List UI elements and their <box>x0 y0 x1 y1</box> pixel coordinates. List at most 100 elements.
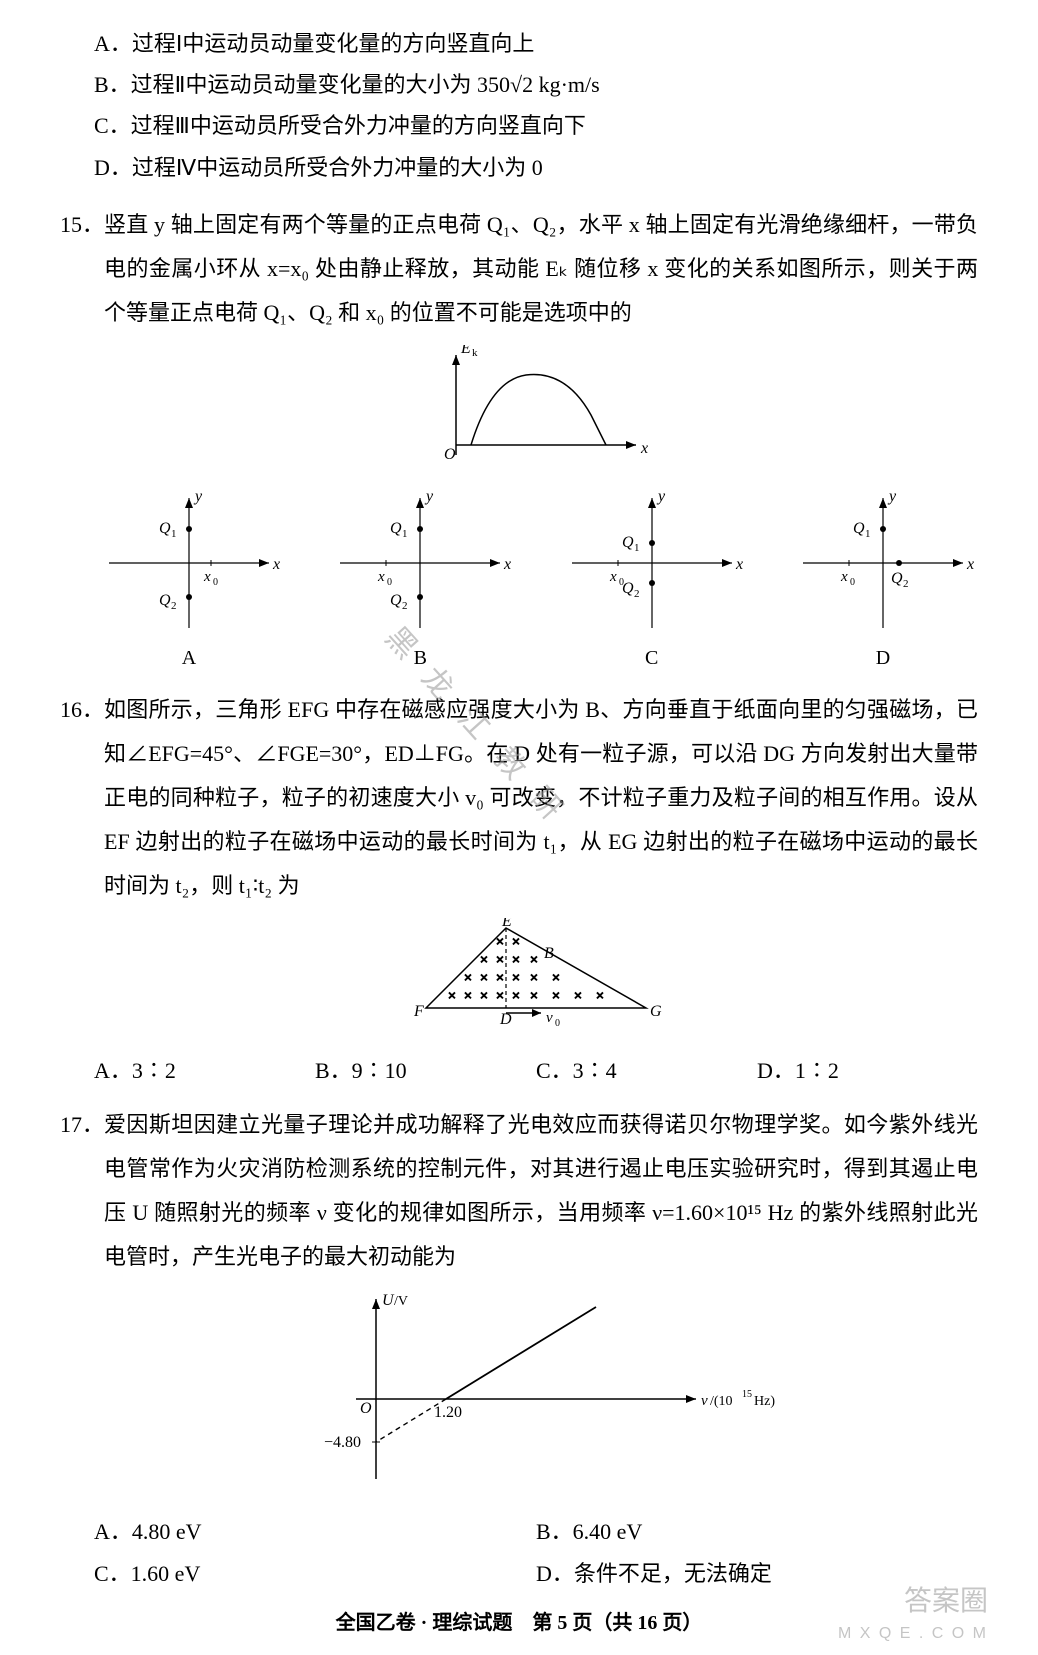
svg-text:Q: Q <box>390 520 402 537</box>
q15: 15． 竖直 y 轴上固定有两个等量的正点电荷 Q₁、Q₂，水平 x 轴上固定有… <box>60 203 978 335</box>
q17: 17． 爱因斯坦因建立光量子理论并成功解释了光电效应而获得诺贝尔物理学奖。如今紫… <box>60 1103 978 1279</box>
q16-num: 16． <box>60 688 104 908</box>
svg-text:x: x <box>203 569 211 585</box>
svg-text:×: × <box>552 989 560 1004</box>
svg-text:×: × <box>596 989 604 1004</box>
q15-opt-a-label: A <box>94 647 284 670</box>
svg-text:x: x <box>377 569 385 585</box>
svg-text:×: × <box>496 935 504 950</box>
q15-opt-d-label: D <box>788 647 978 670</box>
svg-text:D: D <box>499 1011 512 1028</box>
q17-num: 17． <box>60 1103 104 1279</box>
svg-text:Q: Q <box>891 570 903 587</box>
q17-opt-b: B．6.40 eV <box>536 1514 978 1546</box>
svg-text:E: E <box>501 918 512 930</box>
q16-opt-d: D．1∶2 <box>757 1053 978 1085</box>
svg-text:/(10: /(10 <box>710 1394 733 1409</box>
q15-x-label: x <box>640 440 648 457</box>
svg-text:×: × <box>496 953 504 968</box>
svg-text:x: x <box>735 556 743 573</box>
q15-opt-c-label: C <box>557 647 747 670</box>
svg-text:0: 0 <box>619 577 624 588</box>
svg-text:y: y <box>193 488 203 505</box>
svg-text:x: x <box>966 556 974 573</box>
svg-text:/V: /V <box>394 1294 408 1309</box>
svg-text:ν: ν <box>701 1393 708 1409</box>
svg-text:×: × <box>480 971 488 986</box>
q16-opt-a: A．3∶2 <box>94 1053 315 1085</box>
svg-text:F: F <box>413 1003 424 1020</box>
q17-options-row1: A．4.80 eV B．6.40 eV <box>94 1514 978 1546</box>
q16-text: 如图所示，三角形 EFG 中存在磁感应强度大小为 B、方向垂直于纸面向里的匀强磁… <box>104 688 978 908</box>
svg-text:2: 2 <box>903 578 909 590</box>
q17-options-row2: C．1.60 eV D．条件不足，无法确定 <box>94 1556 978 1588</box>
svg-text:×: × <box>530 989 538 1004</box>
svg-text:×: × <box>512 971 520 986</box>
q17-opt-a: A．4.80 eV <box>94 1514 536 1546</box>
svg-text:Q: Q <box>390 592 402 609</box>
q16-figure: 黑龙江教研 ×× ×××× ×××××× ××××××××× <box>94 918 978 1043</box>
svg-text:0: 0 <box>555 1018 560 1029</box>
svg-text:×: × <box>530 953 538 968</box>
svg-text:0: 0 <box>387 577 392 588</box>
svg-text:1: 1 <box>171 528 177 540</box>
svg-text:y: y <box>424 488 434 505</box>
watermark-1: 答案圈 <box>904 1579 988 1619</box>
svg-text:Hz): Hz) <box>754 1394 775 1409</box>
svg-text:×: × <box>512 989 520 1004</box>
svg-text:×: × <box>496 989 504 1004</box>
svg-text:x: x <box>609 569 617 585</box>
svg-text:×: × <box>530 971 538 986</box>
svg-text:×: × <box>512 935 520 950</box>
q15-ek-sub: k <box>472 347 478 359</box>
svg-text:Q: Q <box>159 592 171 609</box>
svg-text:2: 2 <box>402 600 408 612</box>
svg-text:2: 2 <box>634 588 640 600</box>
svg-text:0: 0 <box>213 577 218 588</box>
svg-text:15: 15 <box>742 1389 752 1400</box>
svg-text:×: × <box>448 989 456 1004</box>
svg-text:×: × <box>574 989 582 1004</box>
q15-main-graph: E k x O <box>94 345 978 480</box>
svg-text:Q: Q <box>853 520 865 537</box>
q15-num: 15． <box>60 203 104 335</box>
q14-opt-c: C．过程Ⅲ中运动员所受合外力冲量的方向竖直向下 <box>94 108 978 143</box>
svg-text:×: × <box>496 971 504 986</box>
q17-opt-c: C．1.60 eV <box>94 1556 536 1588</box>
q17-text: 爱因斯坦因建立光量子理论并成功解释了光电效应而获得诺贝尔物理学奖。如今紫外线光电… <box>104 1103 978 1279</box>
svg-text:0: 0 <box>850 577 855 588</box>
svg-text:Q: Q <box>622 534 634 551</box>
svg-text:×: × <box>512 953 520 968</box>
q15-origin: O <box>444 446 456 463</box>
svg-text:×: × <box>480 989 488 1004</box>
svg-text:y: y <box>887 488 897 505</box>
svg-text:×: × <box>480 953 488 968</box>
svg-text:1: 1 <box>865 528 871 540</box>
svg-text:1: 1 <box>634 542 640 554</box>
q16: 16． 如图所示，三角形 EFG 中存在磁感应强度大小为 B、方向垂直于纸面向里… <box>60 688 978 908</box>
q14-opt-d: D．过程Ⅳ中运动员所受合外力冲量的大小为 0 <box>94 150 978 185</box>
svg-text:Q: Q <box>159 520 171 537</box>
q15-text: 竖直 y 轴上固定有两个等量的正点电荷 Q₁、Q₂，水平 x 轴上固定有光滑绝缘… <box>104 203 978 335</box>
svg-text:×: × <box>464 971 472 986</box>
svg-text:y: y <box>656 488 666 505</box>
svg-text:×: × <box>464 989 472 1004</box>
svg-text:2: 2 <box>171 600 177 612</box>
q15-option-figures: Q1 Q2 x0 x y A Q1 Q2 <box>94 488 978 670</box>
watermark-2: M X Q E . C O M <box>838 1625 988 1643</box>
svg-text:G: G <box>650 1003 662 1020</box>
svg-text:1.20: 1.20 <box>434 1404 462 1421</box>
q14-opt-b: B．过程Ⅱ中运动员动量变化量的大小为 350√2 kg·m/s <box>94 67 978 102</box>
svg-text:−4.80: −4.80 <box>324 1434 361 1451</box>
svg-text:x: x <box>272 556 280 573</box>
svg-text:O: O <box>360 1400 372 1417</box>
q15-ek-label: E <box>460 345 471 357</box>
svg-text:x: x <box>503 556 511 573</box>
q17-graph: U/V ν/(1015 Hz) O 1.20 −4.80 <box>94 1289 978 1504</box>
svg-text:x: x <box>840 569 848 585</box>
svg-text:B: B <box>544 945 554 962</box>
svg-text:1: 1 <box>402 528 408 540</box>
q15-opt-b-label: B <box>325 647 515 670</box>
q16-opt-c: C．3∶4 <box>536 1053 757 1085</box>
q16-opt-b: B．9∶10 <box>315 1053 536 1085</box>
